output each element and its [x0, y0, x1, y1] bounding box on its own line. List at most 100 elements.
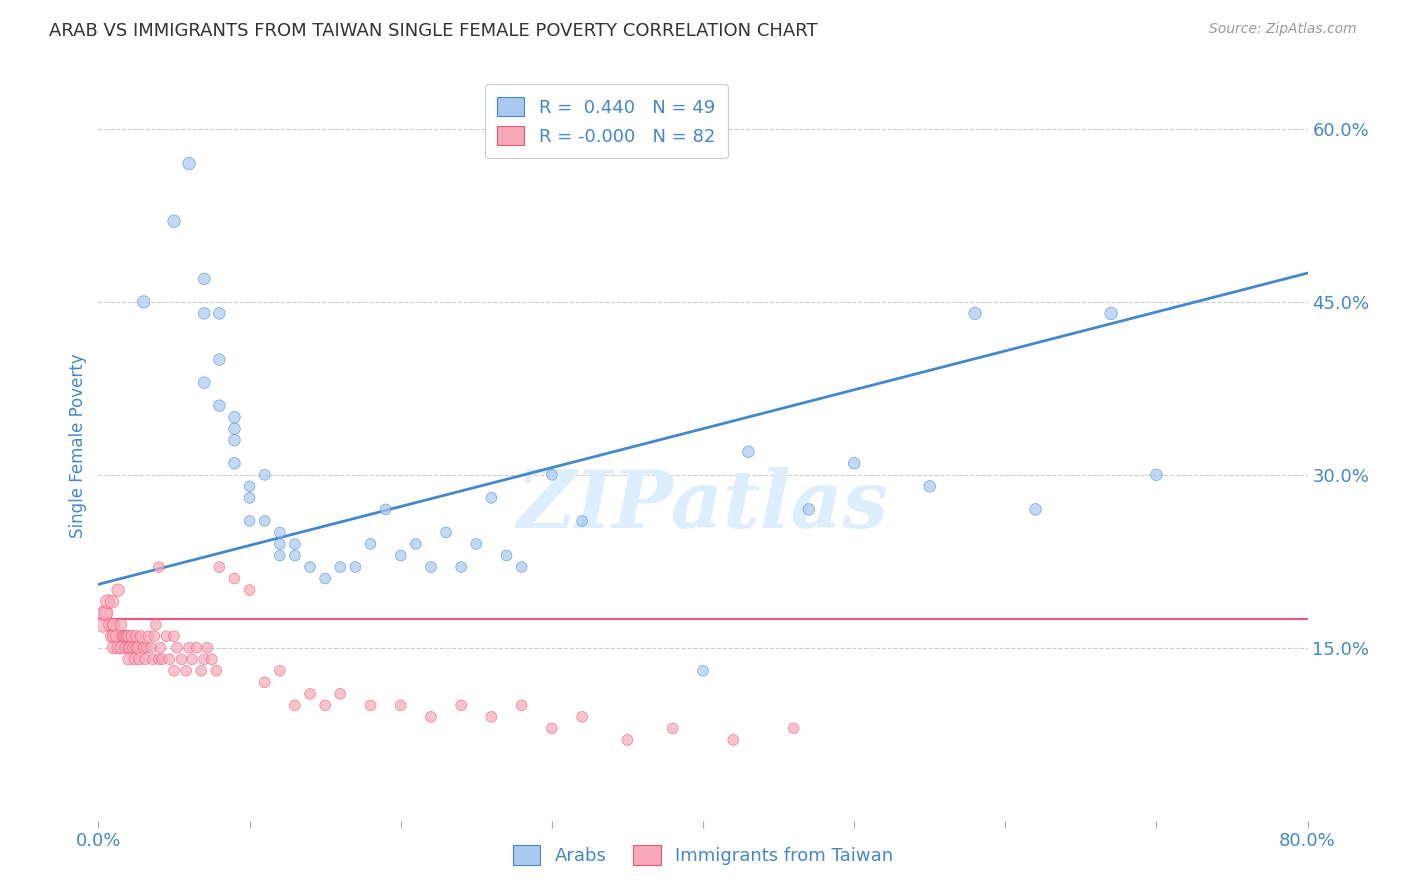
Point [193, 306, 215, 320]
Legend: Arabs, Immigrants from Taiwan: Arabs, Immigrants from Taiwan [502, 834, 904, 876]
Point [239, 491, 262, 505]
Point [190, 664, 212, 678]
Point [94, 606, 117, 620]
Point [100, 617, 122, 632]
Point [193, 652, 215, 666]
Point [481, 710, 503, 724]
Point [135, 640, 157, 655]
Point [155, 629, 177, 643]
Point [124, 652, 146, 666]
Point [692, 664, 714, 678]
Y-axis label: Single Female Poverty: Single Female Poverty [69, 354, 87, 538]
Point [329, 687, 352, 701]
Point [132, 294, 155, 309]
Point [224, 434, 246, 448]
Point [269, 664, 291, 678]
Point [269, 525, 291, 540]
Point [143, 629, 166, 643]
Point [174, 664, 197, 678]
Point [239, 479, 262, 493]
Point [201, 652, 224, 666]
Point [103, 640, 125, 655]
Point [797, 502, 820, 516]
Point [118, 652, 141, 666]
Point [450, 698, 472, 713]
Point [128, 652, 150, 666]
Point [118, 629, 141, 643]
Point [239, 583, 262, 598]
Point [783, 722, 806, 736]
Point [110, 617, 132, 632]
Point [105, 629, 128, 643]
Point [179, 640, 201, 655]
Point [1144, 467, 1167, 482]
Point [269, 537, 291, 551]
Point [136, 629, 159, 643]
Point [103, 629, 125, 643]
Point [195, 640, 218, 655]
Point [495, 549, 517, 563]
Point [110, 640, 132, 655]
Point [965, 306, 987, 320]
Point [149, 640, 172, 655]
Point [93, 606, 115, 620]
Point [571, 710, 593, 724]
Point [107, 640, 129, 655]
Point [405, 537, 427, 551]
Point [141, 640, 163, 655]
Point [111, 629, 134, 643]
Point [120, 640, 142, 655]
Point [103, 617, 125, 632]
Point [107, 583, 129, 598]
Point [571, 514, 593, 528]
Point [844, 456, 866, 470]
Point [118, 640, 141, 655]
Point [510, 698, 533, 713]
Point [208, 399, 231, 413]
Point [540, 467, 562, 482]
Text: ARAB VS IMMIGRANTS FROM TAIWAN SINGLE FEMALE POVERTY CORRELATION CHART: ARAB VS IMMIGRANTS FROM TAIWAN SINGLE FE… [49, 22, 818, 40]
Point [284, 549, 307, 563]
Point [179, 156, 201, 170]
Point [360, 537, 382, 551]
Point [170, 652, 193, 666]
Point [159, 652, 181, 666]
Point [142, 652, 165, 666]
Point [193, 376, 215, 390]
Point [96, 594, 118, 608]
Point [737, 444, 759, 458]
Point [125, 629, 148, 643]
Point [115, 629, 138, 643]
Point [450, 560, 472, 574]
Point [193, 272, 215, 286]
Point [205, 664, 228, 678]
Point [145, 617, 167, 632]
Point [148, 652, 170, 666]
Text: Source: ZipAtlas.com: Source: ZipAtlas.com [1209, 22, 1357, 37]
Point [114, 629, 136, 643]
Point [112, 629, 135, 643]
Point [360, 698, 382, 713]
Point [239, 514, 262, 528]
Point [91, 617, 114, 632]
Point [540, 722, 562, 736]
Point [299, 560, 322, 574]
Point [125, 640, 148, 655]
Point [103, 617, 125, 632]
Point [465, 537, 488, 551]
Point [208, 352, 231, 367]
Point [389, 698, 412, 713]
Point [208, 306, 231, 320]
Point [616, 733, 638, 747]
Point [253, 467, 276, 482]
Point [224, 456, 246, 470]
Point [163, 214, 186, 228]
Point [114, 640, 136, 655]
Point [122, 640, 145, 655]
Point [284, 698, 307, 713]
Point [163, 664, 186, 678]
Point [132, 640, 155, 655]
Point [329, 560, 352, 574]
Point [253, 514, 276, 528]
Point [723, 733, 745, 747]
